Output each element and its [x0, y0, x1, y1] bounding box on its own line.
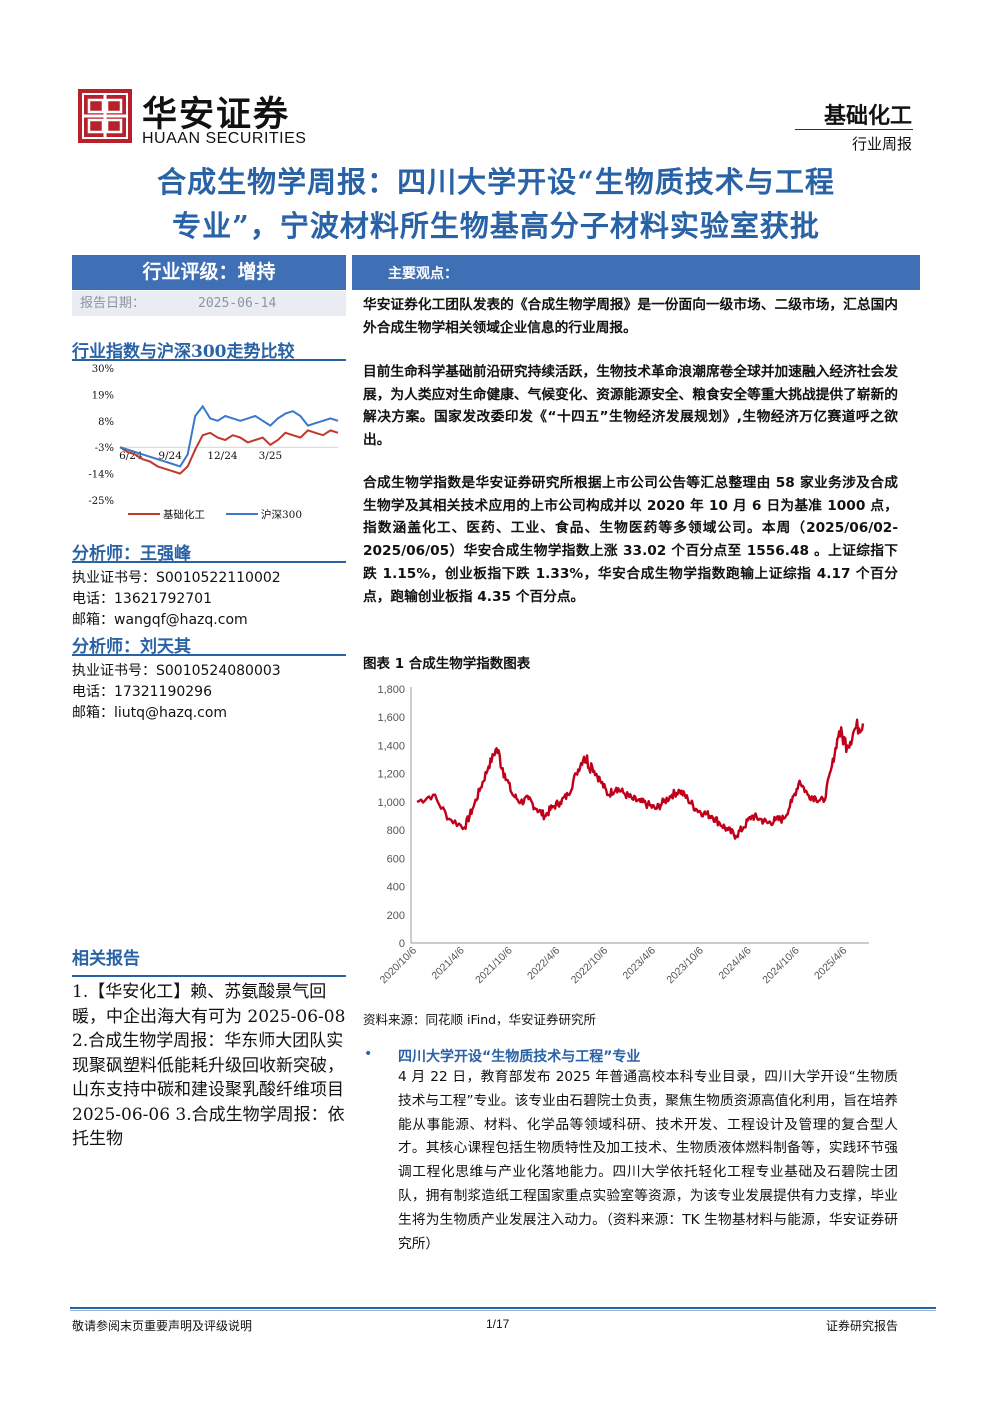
news-body: 4 月 22 日，教育部发布 2025 年普通高校本科专业目录，四川大学开设“生… [398, 1069, 898, 1252]
y-tick-label: -14% [88, 470, 114, 481]
x-tick-label: 2024/4/6 [716, 945, 753, 982]
y-tick-label: 1,600 [377, 712, 405, 724]
footer-doc-type: 证券研究报告 [825, 1319, 898, 1333]
figure-title: 图表 1 合成生物学指数图表 [363, 656, 531, 672]
index-series-line [416, 718, 865, 840]
x-tick-label: 2024/10/6 [760, 945, 802, 987]
series-line-csi300 [119, 404, 339, 468]
x-tick-label: 2020/10/6 [378, 945, 420, 987]
y-tick-label: 0 [399, 938, 405, 950]
y-tick-label: 400 [387, 882, 405, 894]
x-tick-label: 9/24 [158, 450, 182, 462]
y-tick-label: -3% [95, 443, 114, 454]
x-tick-label: 2021/10/6 [473, 945, 515, 987]
trend-heading: 行业指数与沪深300走势比较 [72, 342, 295, 362]
x-tick-label: 2023/10/6 [664, 945, 706, 987]
y-tick-label: 19% [92, 390, 114, 401]
industry-rating: 行业评级：增持 [72, 255, 346, 290]
related-reports-heading: 相关报告 [72, 949, 140, 969]
x-tick-label: 2025/4/6 [812, 945, 849, 982]
y-tick-label: 1,400 [377, 740, 405, 752]
y-tick-label: 1,800 [377, 684, 405, 696]
industry-vs-csi300-chart: 30%19%8%-3%-14%-25% 6/24 9/24 12/24 3/25 基础… [88, 364, 339, 521]
title-line-1: 合成生物学周报：四川大学开设“生物质技术与工程 [157, 165, 835, 199]
y-tick-label: 8% [98, 417, 114, 428]
y-tick-label: 1,000 [377, 797, 405, 809]
legend-label-csi300: 沪深300 [261, 508, 302, 521]
y-tick-label: -25% [88, 496, 114, 507]
news-heading: 四川大学开设“生物质技术与工程”专业 [398, 1049, 641, 1065]
analyst1-heading: 分析师：王强峰 [72, 544, 191, 564]
paragraph-intro: 华安证券化工团队发表的《合成生物学周报》是一份面向一级市场、二级市场，汇总国内外… [363, 297, 898, 336]
analyst1-license: 执业证书号：S0010522110002 [72, 570, 281, 586]
y-tick-label: 200 [387, 910, 405, 922]
y-tick-label: 1,200 [377, 769, 405, 781]
x-tick-label: 12/24 [207, 450, 238, 462]
analyst1-email[interactable]: 邮箱：wangqf@hazq.com [72, 612, 248, 628]
legend-label-chemicals: 基础化工 [163, 508, 205, 521]
y-tick-label: 800 [387, 825, 405, 837]
related-reports-rule [72, 975, 346, 977]
footer-rule [70, 1307, 936, 1309]
bullet-icon: • [364, 1046, 373, 1062]
x-tick-label: 2022/4/6 [525, 945, 562, 982]
title-line-2: 专业”，宁波材料所生物基高分子材料实验室获批 [172, 209, 820, 243]
main-points-bar [352, 255, 920, 290]
x-tick-label: 3/25 [259, 450, 283, 462]
header-divider [795, 129, 913, 130]
page-number: 1/17 [486, 1317, 510, 1331]
y-tick-label: 30% [92, 364, 114, 375]
analyst2-email[interactable]: 邮箱：liutq@hazq.com [72, 705, 228, 721]
report-type: 行业周报 [851, 135, 912, 153]
analyst2-phone: 电话：17321190296 [72, 684, 212, 700]
figure-source: 资料来源：同花顺 iFind，华安证券研究所 [363, 1012, 597, 1027]
logo-chinese-name: 华安证券 [142, 94, 291, 135]
sector-name: 基础化工 [823, 103, 912, 129]
company-logo-icon [78, 89, 132, 143]
report-title: 合成生物学周报：四川大学开设“生物质技术与工程 专业”，宁波材料所生物基高分子材… [70, 160, 922, 248]
analyst2-license: 执业证书号：S0010524080003 [72, 663, 281, 679]
footer-rule-thin [70, 1310, 936, 1311]
analyst2-rule [72, 654, 346, 656]
x-tick-label: 2021/4/6 [429, 945, 466, 982]
logo-english-name: HUAAN SECURITIES [142, 130, 307, 147]
paragraph-background: 目前生命科学基础前沿研究持续活跃，生物技术革命浪潮席卷全球并加速融入经济社会发展… [363, 364, 898, 449]
related-reports-list[interactable]: 1.【华安化工】赖、苏氨酸景气回暖，中企出海大有可为 2025-06-08 2.… [72, 982, 346, 1149]
x-tick-label: 2022/10/6 [569, 945, 611, 987]
analyst1-rule [72, 561, 346, 563]
footer-disclaimer[interactable]: 敬请参阅末页重要声明及评级说明 [72, 1319, 253, 1333]
report-date-value: 2025-06-14 [198, 296, 277, 311]
analyst1-phone: 电话：13621792701 [72, 591, 212, 607]
y-tick-label: 600 [387, 853, 405, 865]
trend-heading-rule [72, 359, 346, 361]
paragraph-index-summary: 合成生物学指数是华安证券研究所根据上市公司公告等汇总整理由 58 家业务涉及合成… [363, 475, 898, 605]
x-tick-label: 2023/4/6 [621, 944, 658, 981]
report-date-row: 报告日期： 2025-06-14 [72, 291, 346, 316]
analyst2-heading: 分析师：刘天其 [72, 637, 191, 657]
synbio-index-chart: 1,800 1,600 1,400 1,200 1,000 800 600 400 200 0 2… [377, 684, 869, 987]
report-date-label: 报告日期： [80, 296, 146, 311]
main-points-heading: 主要观点： [388, 266, 458, 282]
series-line-chemicals [119, 429, 339, 475]
